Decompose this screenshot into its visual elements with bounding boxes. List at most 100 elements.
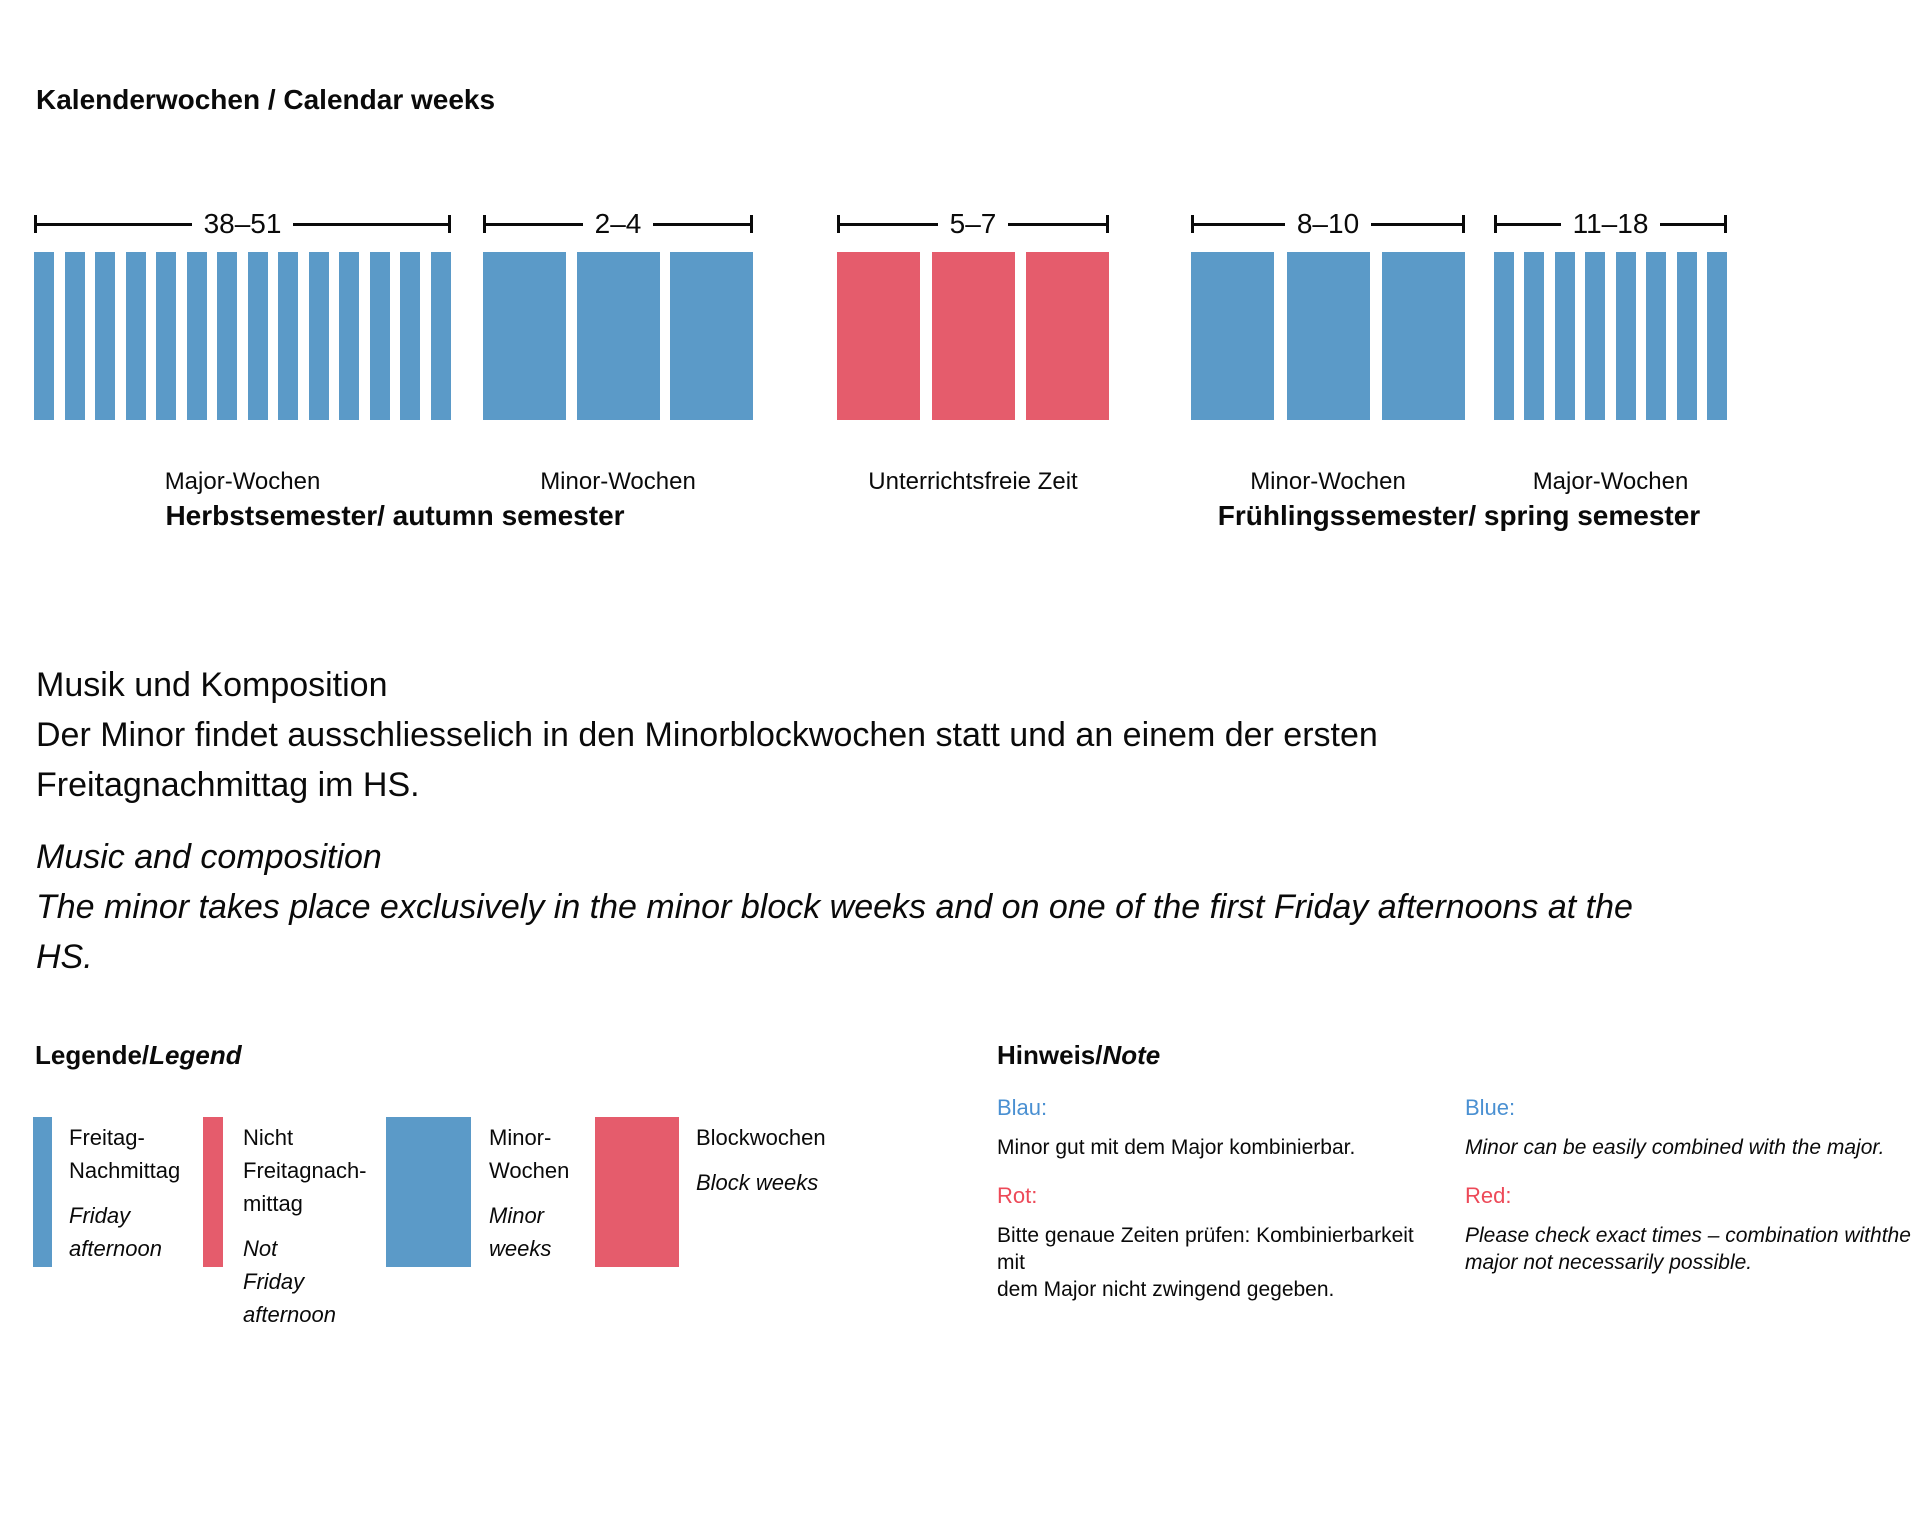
group-label: Major-Wochen (164, 468, 321, 495)
bracket-line (653, 222, 750, 226)
note-column-english: Blue: Minor can be easily combined with … (1465, 1095, 1915, 1298)
legend-label-en: Not Friday afternoon (243, 1232, 367, 1331)
legend-label-de: Minor- Wochen (489, 1121, 569, 1187)
legend-item-friday-afternoon: Freitag- Nachmittag Friday afternoon (69, 1121, 180, 1265)
legend-heading-de: Legende/ (35, 1040, 150, 1070)
text-line: Freitagnach- (243, 1158, 367, 1183)
text-line: Minor gut mit dem Major kombinierbar. (997, 1136, 1356, 1159)
week-bars (837, 252, 1109, 420)
week-group-spring-major: 11–18 Major-Wochen (1494, 208, 1728, 496)
legend-label-de: Nicht Freitagnach-mittag (243, 1121, 367, 1220)
range-bracket: 11–18 (1494, 208, 1728, 239)
text-line: Nachmittag (69, 1158, 181, 1183)
note-text-rot: Bitte genaue Zeiten prüfen: Kombinierbar… (997, 1222, 1447, 1303)
week-bar (1286, 252, 1370, 420)
legend-swatch-block-weeks (595, 1117, 679, 1267)
bracket-line (293, 222, 448, 226)
paragraph-english: Music and composition The minor takes pla… (36, 832, 1633, 982)
week-bar (1524, 252, 1545, 420)
legend-heading-en: Legend (149, 1040, 242, 1070)
week-bar (1646, 252, 1667, 420)
week-bars (34, 252, 451, 420)
legend-label-en: Minor weeks (489, 1199, 569, 1265)
text-line: Wochen (489, 1158, 570, 1183)
week-group-teaching-free: 5–7 Unterrichtsfreie Zeit (837, 208, 1109, 496)
bracket-tick-right-icon (1462, 215, 1466, 233)
legend-label-en: Friday afternoon (69, 1199, 180, 1265)
bracket-range-label: 11–18 (1572, 208, 1649, 239)
text-line: Freitagnachmittag im HS. (36, 766, 420, 804)
bracket-line (1008, 222, 1106, 226)
group-label: Minor-Wochen (540, 468, 696, 495)
bracket-tick-left-icon (837, 215, 840, 233)
week-bar (64, 252, 85, 420)
text-line: afternoon (69, 1236, 162, 1261)
note-heading: Hinweis/Note (997, 1040, 1160, 1071)
text-line: Not (243, 1236, 278, 1261)
bracket-line (1497, 222, 1561, 226)
week-bar (186, 252, 207, 420)
week-bar (125, 252, 146, 420)
note-heading-en: Note (1102, 1040, 1161, 1070)
semester-label-autumn: Herbstsemester/ autumn semester (165, 500, 625, 531)
text-line: The minor takes place exclusively in the… (36, 888, 1633, 926)
text-line: Minor can be easily combined with the ma… (1465, 1136, 1885, 1159)
note-label-blue: Blue: (1465, 1095, 1516, 1120)
range-bracket: 38–51 (34, 208, 451, 239)
bracket-range-label: 8–10 (1296, 208, 1360, 239)
legend-label-de: Freitag- Nachmittag (69, 1121, 180, 1187)
text-line: Musik und Komposition (36, 666, 388, 704)
bracket-tick-left-icon (483, 215, 486, 233)
week-bar (430, 252, 451, 420)
note-label-red: Red: (1465, 1183, 1512, 1208)
legend-item-not-friday-afternoon: Nicht Freitagnach-mittag Not Friday afterno… (243, 1121, 367, 1331)
group-label: Minor-Wochen (1250, 468, 1406, 495)
legend-swatch-friday-afternoon (33, 1117, 52, 1267)
week-group-spring-minor: 8–10 Minor-Wochen (1191, 208, 1466, 496)
note-column-german: Blau: Minor gut mit dem Major kombinierb… (997, 1095, 1447, 1325)
bracket-tick-right-icon (1724, 215, 1728, 233)
week-bars (483, 252, 753, 420)
text-line: weeks (489, 1236, 552, 1261)
text-line: Bitte genaue Zeiten prüfen: Kombinierbar… (997, 1224, 1414, 1274)
week-bar (400, 252, 421, 420)
page-title: Kalenderwochen / Calendar weeks (36, 84, 496, 115)
text-line: Minor (489, 1203, 545, 1228)
week-bar (308, 252, 329, 420)
week-bar (1615, 252, 1636, 420)
legend-item-minor-weeks: Minor- Wochen Minor weeks (489, 1121, 569, 1265)
week-bar (369, 252, 390, 420)
range-bracket: 2–4 (483, 208, 753, 239)
week-bar (1706, 252, 1727, 420)
note-heading-de: Hinweis/ (997, 1040, 1103, 1070)
week-group-autumn-major: 38–51 Major-Wochen (34, 208, 451, 496)
week-bar (576, 252, 660, 420)
bracket-tick-left-icon (1494, 215, 1497, 233)
week-bars (1494, 252, 1727, 420)
range-bracket: 8–10 (1191, 208, 1466, 239)
bracket-line (1660, 222, 1725, 226)
week-bar (483, 252, 566, 420)
note-text-red: Please check exact times – combination w… (1465, 1222, 1915, 1276)
bracket-line (1194, 222, 1285, 226)
note-text-blue: Minor can be easily combined with the ma… (1465, 1134, 1915, 1161)
text-line: Freitag- (69, 1125, 145, 1150)
week-bar (1676, 252, 1697, 420)
semester-label-spring: Frühlingssemester/ spring semester (1217, 500, 1701, 531)
week-bar (278, 252, 299, 420)
text-line: afternoon (243, 1302, 336, 1327)
text-line: major not necessarily possible. (1465, 1251, 1753, 1274)
text-line: Music and composition (36, 838, 382, 876)
text-line: Minor- (489, 1125, 552, 1150)
bracket-tick-right-icon (1106, 215, 1109, 233)
week-bar (931, 252, 1015, 420)
week-bar (247, 252, 268, 420)
text-line: Friday (69, 1203, 131, 1228)
week-bar (837, 252, 920, 420)
note-label-rot: Rot: (997, 1183, 1038, 1208)
text-line: Blockwochen (696, 1125, 826, 1150)
text-line: Der Minor findet ausschliesselich in den… (36, 716, 1378, 754)
week-bar (339, 252, 360, 420)
bracket-range-label: 5–7 (949, 208, 997, 239)
